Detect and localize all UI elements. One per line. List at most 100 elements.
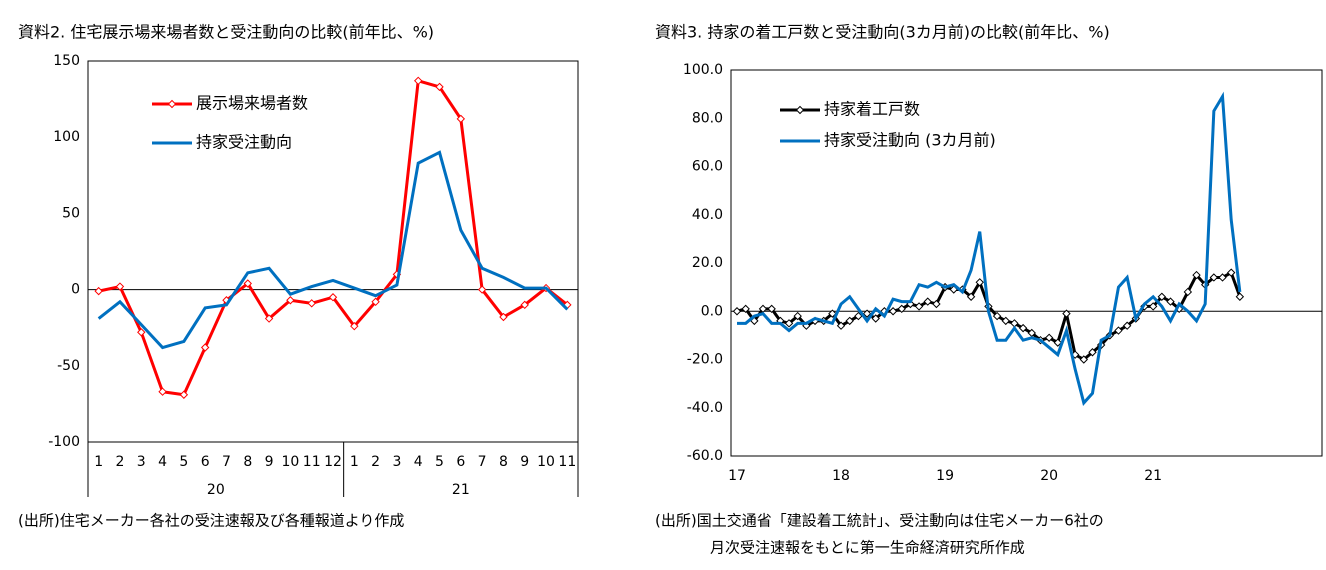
point-marker: [158, 387, 167, 396]
x-tick-label: 1: [94, 454, 103, 470]
legend-label: 持家着工戸数: [824, 100, 920, 119]
point-marker: [286, 296, 295, 305]
x-tick-label: 18: [832, 468, 850, 484]
plot-frame: [730, 69, 1323, 457]
y-tick-label: 20.0: [692, 255, 723, 271]
point-marker: [1053, 338, 1062, 347]
y-tick-label: -50: [57, 358, 80, 374]
point-marker: [992, 311, 1002, 321]
x-tick-label: 12: [324, 454, 342, 470]
legend-label: 持家受注動向: [196, 133, 292, 152]
chart-title: 資料3. 持家の着工戸数と受注動向(3カ月前)の比較(前年比、%): [655, 23, 1110, 42]
y-tick-label: 40.0: [692, 207, 723, 223]
point-marker: [115, 282, 125, 291]
y-tick-label: 100.0: [683, 62, 723, 78]
point-marker: [1183, 287, 1193, 297]
point-marker: [784, 319, 794, 328]
y-tick-label: -20.0: [687, 352, 723, 368]
x-tick-label: 4: [414, 454, 423, 470]
legend-marker: [167, 99, 177, 109]
y-tick-label: -60.0: [687, 448, 723, 464]
x-tick-label: 5: [435, 454, 444, 470]
point-marker: [836, 321, 846, 330]
legend-label: 持家受注動向 (3カ月前): [824, 131, 996, 150]
point-marker: [1114, 326, 1123, 335]
x-tick-label: 2: [115, 454, 124, 470]
point-marker: [264, 314, 274, 323]
source-note: (出所)国土交通省「建設着工統計」、受注動向は住宅メーカー6社の: [655, 512, 1104, 530]
point-marker: [137, 328, 146, 337]
point-marker: [854, 311, 863, 321]
x-tick-label: 4: [158, 454, 167, 470]
x-tick-label: 20: [1040, 468, 1058, 484]
x-tick-label: 1: [350, 454, 359, 470]
x-tick-label: 17: [728, 468, 746, 484]
x-group-label: 20: [207, 482, 225, 498]
x-tick-label: 11: [558, 454, 576, 470]
y-tick-label: -100: [48, 434, 80, 450]
chart-title: 資料2. 住宅展示場来場者数と受注動向の比較(前年比、%): [18, 23, 434, 42]
y-tick-label: 100: [53, 129, 80, 145]
point-marker: [1209, 273, 1219, 282]
series-line: [737, 91, 1242, 407]
point-marker: [1235, 292, 1245, 301]
point-marker: [1166, 297, 1175, 306]
plot-frame: [87, 60, 579, 443]
x-tick-label: 21: [1144, 468, 1162, 484]
x-tick-label: 5: [179, 454, 188, 470]
point-marker: [1122, 321, 1132, 330]
source-note: 月次受注速報をもとに第一生命経済研究所作成: [710, 539, 1025, 557]
y-tick-label: 150: [53, 53, 80, 69]
point-marker: [1148, 302, 1158, 311]
point-marker: [1218, 273, 1227, 282]
point-marker: [179, 390, 189, 399]
point-marker: [767, 304, 776, 314]
x-tick-label: 7: [222, 454, 231, 470]
point-marker: [845, 316, 854, 326]
point-marker: [350, 321, 359, 331]
point-marker: [888, 307, 898, 316]
point-marker: [1088, 348, 1097, 357]
point-marker: [897, 304, 906, 314]
x-tick-label: 2: [371, 454, 380, 470]
point-marker: [862, 309, 872, 318]
point-marker: [975, 278, 984, 287]
point-marker: [1018, 323, 1028, 333]
point-marker: [732, 307, 742, 316]
point-marker: [1062, 309, 1071, 318]
point-marker: [200, 343, 210, 352]
point-marker: [741, 304, 750, 314]
point-marker: [923, 297, 932, 306]
y-tick-label: 0: [71, 282, 80, 298]
y-tick-label: 60.0: [692, 159, 723, 175]
point-marker: [435, 82, 444, 92]
point-marker: [456, 114, 466, 124]
series-line: [97, 150, 569, 350]
x-tick-label: 10: [537, 454, 555, 470]
point-marker: [914, 302, 924, 311]
x-tick-label: 3: [137, 454, 146, 470]
y-tick-label: 50: [62, 205, 80, 221]
point-marker: [477, 285, 487, 294]
x-tick-label: 8: [243, 454, 252, 470]
point-marker: [828, 309, 837, 318]
point-marker: [1079, 355, 1089, 364]
point-marker: [94, 286, 103, 296]
point-marker: [307, 299, 316, 308]
y-tick-label: 80.0: [692, 110, 723, 126]
y-tick-label: 0.0: [701, 303, 723, 319]
point-marker: [871, 314, 880, 323]
point-marker: [414, 76, 423, 86]
x-tick-label: 7: [478, 454, 487, 470]
point-marker: [520, 300, 529, 310]
point-marker: [1226, 268, 1236, 277]
y-tick-label: -40.0: [687, 400, 723, 416]
point-marker: [243, 279, 252, 288]
point-marker: [932, 299, 941, 309]
x-tick-label: 6: [201, 454, 210, 470]
x-tick-label: 9: [520, 454, 529, 470]
x-tick-label: 8: [499, 454, 508, 470]
point-marker: [1001, 316, 1010, 326]
point-marker: [1044, 333, 1054, 342]
x-tick-label: 19: [936, 468, 954, 484]
